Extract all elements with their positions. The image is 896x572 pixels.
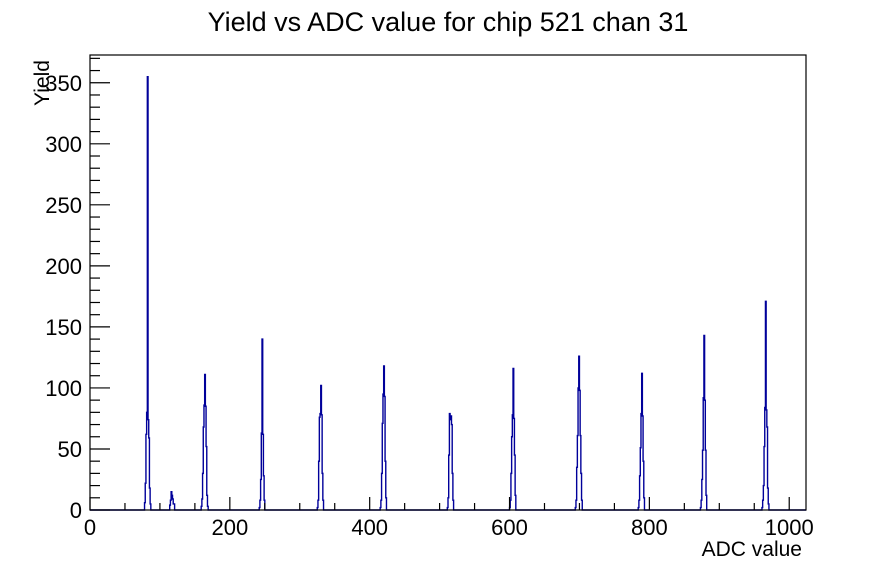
y-tick-label: 250 bbox=[45, 193, 82, 218]
x-axis-title: ADC value bbox=[701, 538, 802, 561]
y-tick-label: 300 bbox=[45, 132, 82, 157]
histogram-line bbox=[90, 75, 806, 511]
x-tick-label: 1000 bbox=[765, 515, 814, 540]
x-tick-label: 0 bbox=[84, 515, 96, 540]
y-tick-label: 200 bbox=[45, 254, 82, 279]
x-tick-label: 800 bbox=[631, 515, 668, 540]
x-tick-label: 200 bbox=[211, 515, 248, 540]
x-tick-label: 600 bbox=[491, 515, 528, 540]
y-tick-label: 100 bbox=[45, 376, 82, 401]
y-tick-label: 350 bbox=[45, 71, 82, 96]
plot-frame bbox=[89, 54, 807, 511]
y-tick-label: 50 bbox=[58, 437, 82, 462]
chart-title: Yield vs ADC value for chip 521 chan 31 bbox=[207, 7, 689, 37]
y-tick-label: 150 bbox=[45, 315, 82, 340]
x-tick-label: 400 bbox=[351, 515, 388, 540]
y-tick-label: 0 bbox=[70, 498, 82, 523]
